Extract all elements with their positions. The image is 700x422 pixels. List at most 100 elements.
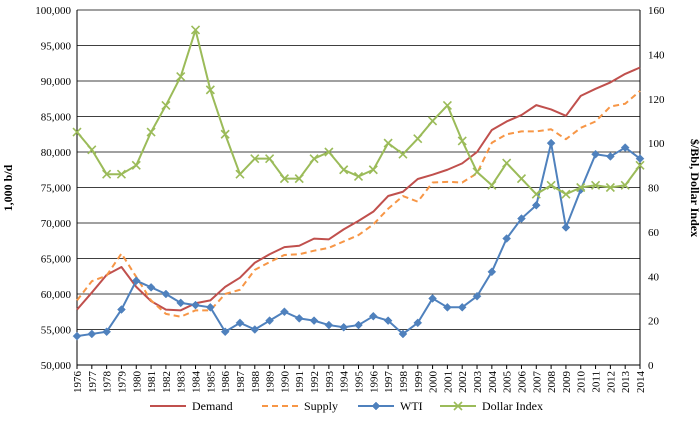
data-point-stroke [561,189,571,199]
data-point [620,180,630,190]
data-point-stroke [72,127,82,137]
data-point-stroke [339,165,349,175]
series-wti [72,138,645,341]
x-tick-label: 1979 [116,371,128,394]
data-point [517,214,526,223]
data-point [516,174,527,184]
data-point-stroke [531,189,541,199]
x-tick-label: 1997 [383,371,395,394]
data-point-stroke [116,169,127,179]
data-point [280,307,289,317]
data-point [146,282,156,292]
data-point [250,325,260,334]
data-point-stroke [576,182,586,193]
x-tick-label: 1996 [368,371,380,394]
data-point-stroke [368,165,378,175]
left-tick-label: 65,000 [41,254,72,266]
data-point [635,154,645,164]
data-point [620,143,630,152]
data-point [561,189,571,199]
x-tick-label: 1977 [87,371,99,394]
data-point [442,100,452,110]
x-tick-label: 1976 [72,371,84,394]
data-point [205,302,215,312]
data-point-stroke [442,100,452,110]
data-point [605,182,615,193]
legend-label: Demand [192,399,233,413]
data-point [635,160,645,170]
data-point [368,165,378,175]
x-tick-label: 1994 [339,371,351,394]
data-point-stroke [383,138,393,148]
data-point [250,154,260,164]
data-point [191,300,200,310]
data-point [87,329,97,339]
data-point-stroke [590,180,601,190]
right-tick-label: 80 [648,183,660,195]
data-point [546,180,556,190]
data-point-stroke [220,129,230,139]
legend-item-dollar-index: Dollar Index [440,399,543,413]
data-point [190,25,201,35]
data-point [131,276,141,286]
data-point [371,401,381,411]
x-tick-label: 1984 [191,371,203,394]
x-tick-label: 1998 [398,371,410,394]
right-tick-label: 160 [648,5,665,17]
x-tick-label: 2002 [457,371,469,393]
data-point [413,134,423,144]
axes [76,10,641,369]
left-tick-label: 60,000 [41,289,72,301]
x-tick-label: 1980 [131,371,143,394]
data-point [457,136,467,146]
x-tick-label: 2003 [472,371,484,394]
data-point [606,152,615,161]
data-point-stroke [235,169,245,179]
right-tick-label: 20 [648,316,660,328]
data-point [72,331,82,341]
data-point [309,154,319,164]
data-point-stroke [413,134,423,144]
supply-line [76,90,641,318]
left-axis-ticks: 50,000 55,000 60,000 65,000 70,000 75,000 80,0… [35,5,71,372]
data-point-stroke [620,180,630,190]
data-point [590,180,601,190]
left-tick-label: 70,000 [41,218,72,230]
right-tick-label: 40 [648,271,660,283]
data-point [220,327,230,337]
legend-item-supply: Supply [262,399,338,413]
data-point [531,200,541,210]
data-point-stroke [398,149,408,159]
data-point [398,149,408,159]
data-point-stroke [457,136,467,146]
right-tick-label: 0 [648,360,654,372]
left-tick-label: 75,000 [41,183,72,195]
data-point [265,154,275,164]
x-tick-label: 1990 [279,371,291,394]
x-tick-label: 2005 [502,371,514,394]
data-point-stroke [294,174,304,184]
x-tick-label: 2009 [561,371,573,394]
x-tick-label: 2012 [605,371,617,393]
data-point [383,316,393,325]
data-point [235,169,245,179]
data-point-stroke [502,158,512,168]
left-tick-label: 95,000 [41,41,72,53]
data-point [546,138,556,148]
data-point-stroke [190,25,201,35]
data-point [176,298,186,308]
left-tick-label: 90,000 [41,76,72,88]
data-point [309,316,319,325]
data-point [413,318,423,328]
data-point [576,182,586,193]
data-point [487,180,497,190]
data-point-stroke [353,171,364,181]
data-point [116,169,127,179]
data-point-stroke [131,160,141,170]
data-point [398,329,408,339]
series-demand [76,66,641,312]
data-point [235,318,245,328]
legend-item-demand: Demand [150,399,233,413]
x-tick-label: 1991 [294,371,306,393]
x-tick-label: 1986 [220,371,232,394]
